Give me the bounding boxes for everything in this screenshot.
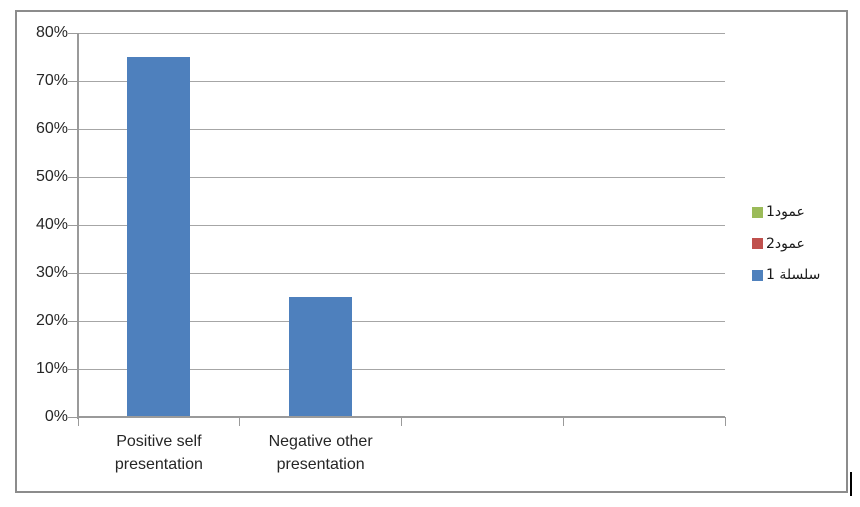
y-axis-tick (68, 177, 78, 178)
y-axis-label: 50% (35, 168, 68, 185)
legend-label: سلسلة 1 (766, 267, 821, 283)
x-axis-label-line: presentation (276, 456, 365, 473)
y-axis-label: 10% (35, 360, 68, 377)
y-axis (77, 33, 79, 419)
x-axis-tick (77, 417, 79, 426)
y-axis-tick (68, 321, 78, 322)
gridline (78, 176, 725, 178)
y-axis-tick (68, 273, 78, 274)
y-axis-label: 80% (35, 24, 68, 41)
y-axis-tick (68, 129, 78, 130)
legend-swatch-icon (752, 269, 763, 281)
legend-label: عمود1 (766, 204, 805, 220)
x-axis-tick (562, 417, 564, 426)
gridline (78, 320, 725, 322)
x-axis-tick (239, 417, 241, 426)
y-axis-label: 70% (35, 72, 68, 89)
x-axis-label-line: Positive self (116, 433, 202, 450)
x-axis-label-line: Negative other (268, 433, 373, 450)
bar-2[interactable] (289, 297, 353, 416)
legend-swatch-icon (752, 238, 763, 249)
text-cursor (850, 472, 852, 496)
y-axis-label: 40% (35, 216, 68, 233)
legend-label: عمود2 (766, 235, 805, 252)
x-axis-tick (724, 417, 726, 426)
gridline (78, 368, 725, 370)
gridline (78, 272, 725, 274)
y-axis-tick (68, 225, 78, 226)
x-axis-label: Positive self presentation (78, 430, 240, 476)
y-axis-label: 30% (35, 264, 68, 281)
legend-entry[interactable]: سلسلة 1 (752, 265, 820, 285)
x-axis-label-line: presentation (114, 456, 203, 473)
gridline (78, 128, 725, 130)
y-axis-label: 60% (35, 120, 68, 137)
gridline (78, 32, 725, 34)
legend-swatch-icon (752, 206, 763, 218)
y-axis-tick (68, 33, 78, 34)
y-axis-tick (68, 369, 78, 370)
y-axis-tick (68, 417, 78, 418)
gridline (78, 80, 725, 82)
y-axis-label: 20% (35, 312, 68, 329)
x-axis-label: Negative other presentation (240, 430, 402, 476)
y-axis-tick (68, 81, 78, 82)
x-axis-tick (401, 417, 402, 426)
legend-entry[interactable]: عمود2 (752, 234, 805, 254)
bar-1[interactable] (127, 57, 191, 416)
legend-entry[interactable]: عمود1 (752, 202, 805, 222)
y-axis-label: 0% (44, 408, 68, 425)
gridline (78, 224, 725, 226)
